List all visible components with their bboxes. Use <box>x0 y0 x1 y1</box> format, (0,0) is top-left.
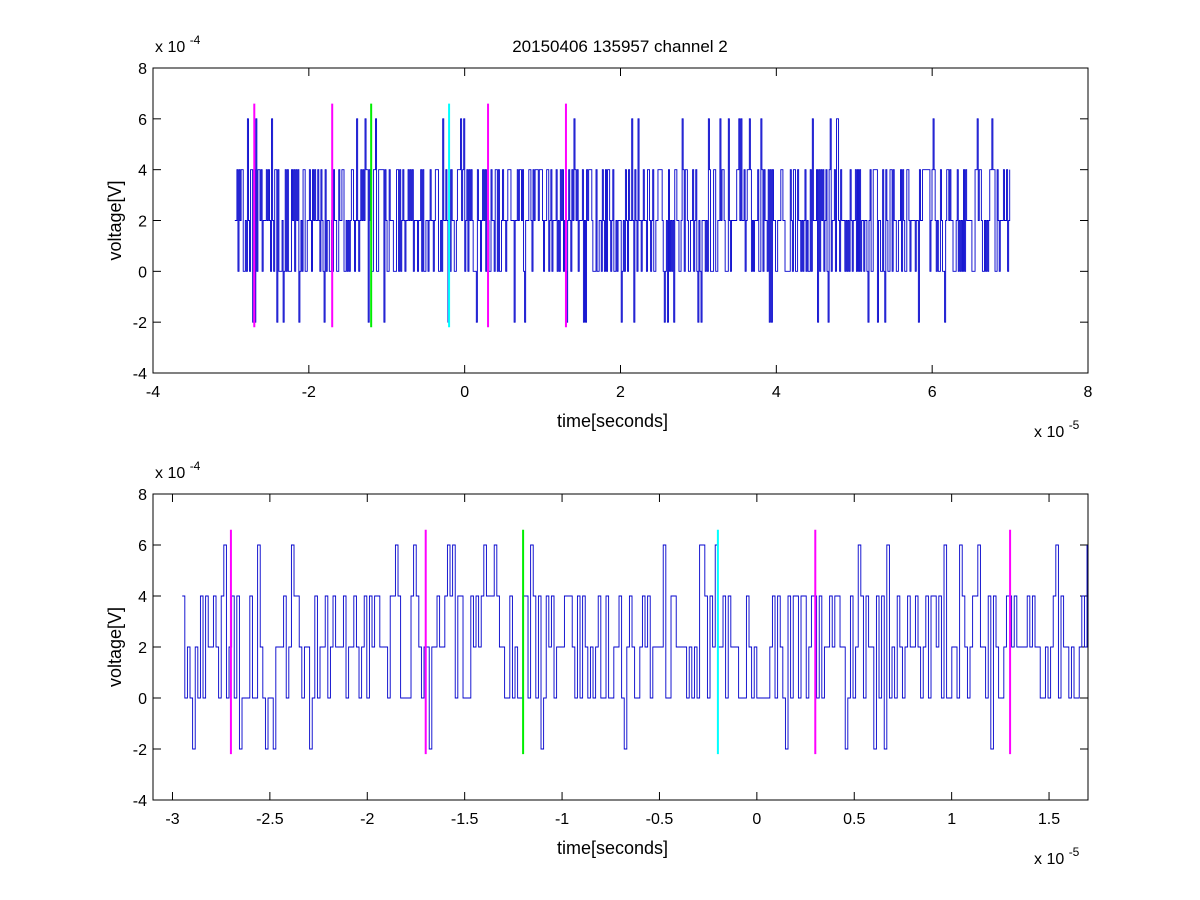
y-tick-label: 8 <box>138 487 147 504</box>
y-exponent-label: x 10 -4 <box>155 459 201 482</box>
x-tick-label: 1 <box>947 811 956 828</box>
x-tick-label: -2 <box>360 811 374 828</box>
x-tick-label: 0 <box>460 384 469 401</box>
x-axis-label: time[seconds] <box>557 411 668 431</box>
subplot-1: -4 -2 0 2 4 6 8 -4 -2 0 2 4 6 8 time[seconds] voltage[V… <box>105 33 1093 441</box>
signal-trace <box>234 118 1011 323</box>
y-tick-label: 4 <box>138 163 147 180</box>
signal-trace <box>182 544 1088 750</box>
y-exponent: -4 <box>190 459 201 473</box>
y-tick-label: -4 <box>133 793 147 810</box>
x-tick-label: -2.5 <box>256 811 284 828</box>
y-exponent: -4 <box>190 33 201 47</box>
figure-title: 20150406 135957 channel 2 <box>512 37 728 56</box>
x-tick-label: -4 <box>146 384 160 401</box>
y-tick-label: 6 <box>138 538 147 555</box>
y-tick-label: -2 <box>133 742 147 759</box>
y-exponent-label: x 10 -4 <box>155 33 201 56</box>
x-tick-label: 0 <box>752 811 761 828</box>
y-tick-label: -2 <box>133 315 147 332</box>
x-tick-label: 8 <box>1084 384 1093 401</box>
x-tick-label: -1 <box>555 811 569 828</box>
y-axis-label: voltage[V] <box>105 180 125 260</box>
x-exponent: -5 <box>1069 418 1080 432</box>
x-tick-label: 2 <box>616 384 625 401</box>
y-tick-label: 4 <box>138 589 147 606</box>
y-tick-label: 0 <box>138 691 147 708</box>
subplot-2: -3 -2.5 -2 -1.5 -1 -0.5 0 0.5 1 1.5 -4 -2 0 2 4 6 8 time[… <box>105 459 1089 868</box>
x-tick-label: 1.5 <box>1038 811 1060 828</box>
x-axis-label: time[seconds] <box>557 838 668 858</box>
y-tick-label: 0 <box>138 264 147 281</box>
x-tick-label: 4 <box>772 384 781 401</box>
x-tick-label: -3 <box>165 811 179 828</box>
y-tick-label: 6 <box>138 112 147 129</box>
x-exponent-label: x 10 -5 <box>1034 418 1080 441</box>
y-tick-label: -4 <box>133 366 147 383</box>
x-tick-label: -2 <box>302 384 316 401</box>
plots: -4 -2 0 2 4 6 8 -4 -2 0 2 4 6 8 time[seconds] voltage[V… <box>105 33 1093 868</box>
y-tick-label: 8 <box>138 61 147 78</box>
x-tick-label: 6 <box>928 384 937 401</box>
x-exponent-label: x 10 -5 <box>1034 845 1080 868</box>
x-tick-label: -0.5 <box>646 811 674 828</box>
y-tick-label: 2 <box>138 640 147 657</box>
x-exponent: -5 <box>1069 845 1080 859</box>
y-tick-label: 2 <box>138 214 147 231</box>
x-tick-label: -1.5 <box>451 811 479 828</box>
x-tick-label: 0.5 <box>843 811 865 828</box>
y-axis-label: voltage[V] <box>105 607 125 687</box>
